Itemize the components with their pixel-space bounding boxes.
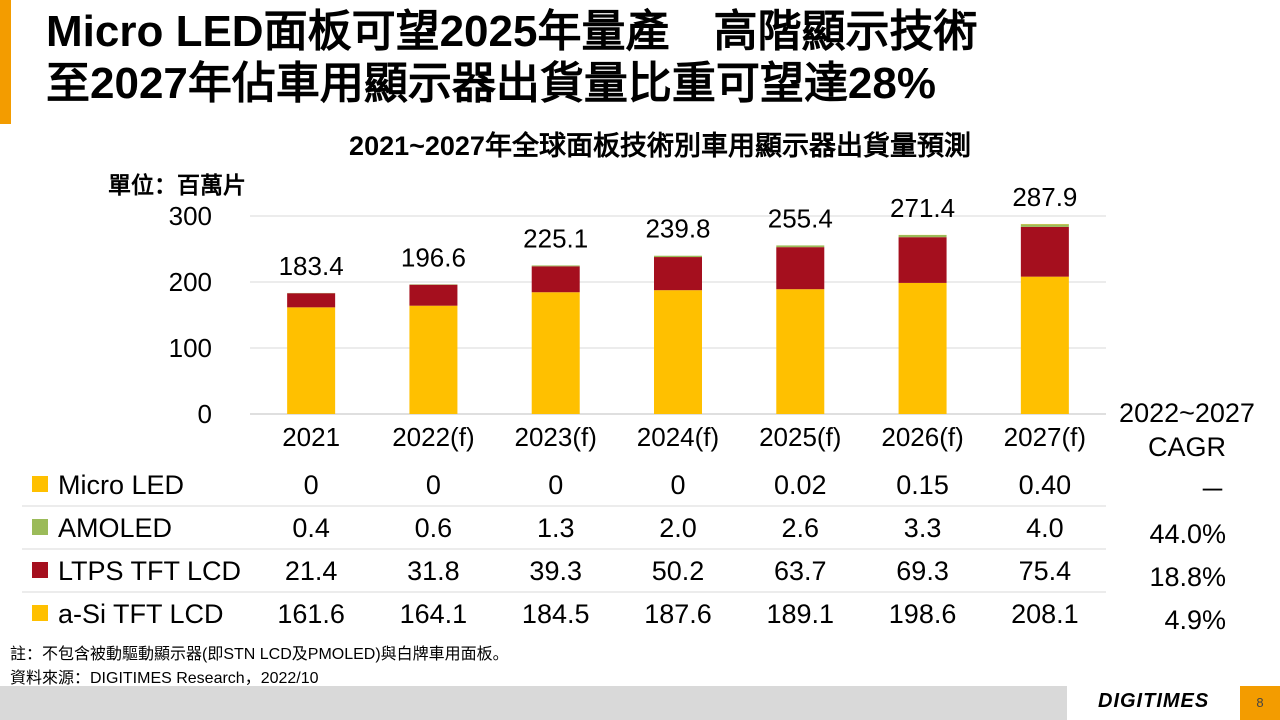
total-label: 287.9	[1012, 182, 1077, 212]
table-cell: 3.3	[904, 513, 942, 543]
bar-amoled	[898, 235, 947, 238]
total-label: 225.1	[523, 223, 588, 253]
table-cell: 208.1	[1011, 599, 1079, 629]
cagr-header-line2: CAGR	[1147, 432, 1226, 462]
bar-ltps-tft-lcd	[776, 247, 825, 290]
table-cell: 0	[548, 470, 563, 500]
x-category-label: 2025(f)	[759, 422, 841, 452]
slide-title-line2: 至2027年佔車用顯示器出貨量比重可望達28%	[46, 59, 936, 108]
table-cell: 0.15	[896, 470, 949, 500]
bar-ltps-tft-lcd	[409, 284, 458, 306]
y-tick-label: 200	[169, 267, 212, 297]
table-cell: 198.6	[889, 599, 957, 629]
cagr-value-a-si-tft-lcd: 4.9%	[1164, 605, 1226, 635]
total-label: 271.4	[890, 193, 955, 223]
table-cell: 184.5	[522, 599, 590, 629]
stacked-bar-chart: 0 100 200 300 183.4 2021 196.6 2022(f) 225.1 2023…	[22, 182, 1226, 635]
slide-title: Micro LED面板可望2025年量產 高階顯示技術 至2027年佔車用顯示器…	[46, 6, 1266, 110]
table-cell: 0	[304, 470, 319, 500]
source-note: 資料來源：DIGITIMES Research，2022/10	[10, 670, 319, 687]
x-category-label: 2027(f)	[1004, 422, 1086, 452]
x-category-label: 2022(f)	[392, 422, 474, 452]
cagr-header: 2022~2027 CAGR	[1104, 396, 1270, 464]
legend-swatch-micro-led	[32, 476, 48, 492]
table-cell: 2.0	[659, 513, 697, 543]
table-cell: 189.1	[766, 599, 834, 629]
table-cell: 69.3	[896, 556, 949, 586]
table-cell: 50.2	[652, 556, 705, 586]
y-tick-label: 100	[169, 333, 212, 363]
chart-title: 2021~2027年全球面板技術別車用顯示器出貨量預測	[349, 131, 971, 161]
cagr-header-line1: 2022~2027	[1119, 398, 1255, 428]
table-cell: 0.4	[292, 513, 330, 543]
bar-a-si-tft-lcd	[776, 289, 825, 414]
slide-title-line1: Micro LED面板可望2025年量產 高階顯示技術	[46, 7, 978, 56]
legend-label-micro-led: Micro LED	[58, 470, 184, 500]
bar-amoled	[531, 265, 580, 267]
cagr-value-amoled: 44.0%	[1149, 519, 1226, 549]
x-category-label: 2024(f)	[637, 422, 719, 452]
table-cell: 161.6	[277, 599, 345, 629]
bar-a-si-tft-lcd	[898, 282, 947, 414]
table-cell: 0	[670, 470, 685, 500]
legend-label-amoled: AMOLED	[58, 513, 172, 543]
table-cell: 75.4	[1019, 556, 1072, 586]
table-cell: 2.6	[782, 513, 820, 543]
legend-label-a-si-tft-lcd: a-Si TFT LCD	[58, 599, 224, 629]
bar-ltps-tft-lcd	[287, 293, 336, 308]
x-category-label: 2023(f)	[515, 422, 597, 452]
bar-a-si-tft-lcd	[287, 307, 336, 414]
page-number: 8	[1240, 686, 1280, 720]
bar-a-si-tft-lcd	[409, 305, 458, 414]
table-cell: 0	[426, 470, 441, 500]
bar-ltps-tft-lcd	[531, 266, 580, 293]
table-cell: 39.3	[529, 556, 582, 586]
digitimes-logo: DIGITIMES	[1098, 690, 1210, 712]
cagr-value-micro-led: －	[1199, 476, 1226, 506]
table-cell: 1.3	[537, 513, 575, 543]
table-cell: 0.40	[1019, 470, 1072, 500]
legend-label-ltps-tft-lcd: LTPS TFT LCD	[58, 556, 241, 586]
table-cell: 187.6	[644, 599, 712, 629]
table-cell: 21.4	[285, 556, 338, 586]
table-cell: 0.6	[415, 513, 453, 543]
footer-bar	[0, 686, 1067, 720]
bar-amoled	[776, 245, 825, 248]
table-cell: 4.0	[1026, 513, 1064, 543]
bar-ltps-tft-lcd	[654, 257, 702, 291]
bar-amoled	[654, 255, 702, 258]
bar-ltps-tft-lcd	[898, 237, 947, 283]
x-category-label: 2021	[282, 422, 340, 452]
total-label: 255.4	[768, 203, 833, 233]
x-category-label: 2026(f)	[881, 422, 963, 452]
table-cell: 0.02	[774, 470, 827, 500]
y-tick-label: 300	[169, 201, 212, 231]
bar-a-si-tft-lcd	[531, 292, 580, 414]
table-cell: 31.8	[407, 556, 460, 586]
y-tick-label: 0	[198, 399, 212, 429]
table-cell: 63.7	[774, 556, 827, 586]
bar-a-si-tft-lcd	[654, 290, 702, 414]
accent-bar	[0, 0, 11, 124]
bar-a-si-tft-lcd	[1020, 276, 1069, 414]
footnote: 註：不包含被動驅動顯示器(即STN LCD及PMOLED)與白牌車用面板。	[10, 646, 509, 663]
legend-swatch-amoled	[32, 519, 48, 535]
bar-amoled	[1020, 224, 1069, 227]
table-cell: 164.1	[400, 599, 468, 629]
total-label: 196.6	[401, 242, 466, 272]
unit-label: 單位：百萬片	[108, 172, 246, 198]
total-label: 239.8	[645, 214, 710, 244]
bar-ltps-tft-lcd	[1020, 226, 1069, 277]
legend-swatch-a-si-tft-lcd	[32, 605, 48, 621]
total-label: 183.4	[279, 251, 344, 281]
cagr-value-ltps-tft-lcd: 18.8%	[1149, 562, 1226, 592]
legend-swatch-ltps-tft-lcd	[32, 562, 48, 578]
